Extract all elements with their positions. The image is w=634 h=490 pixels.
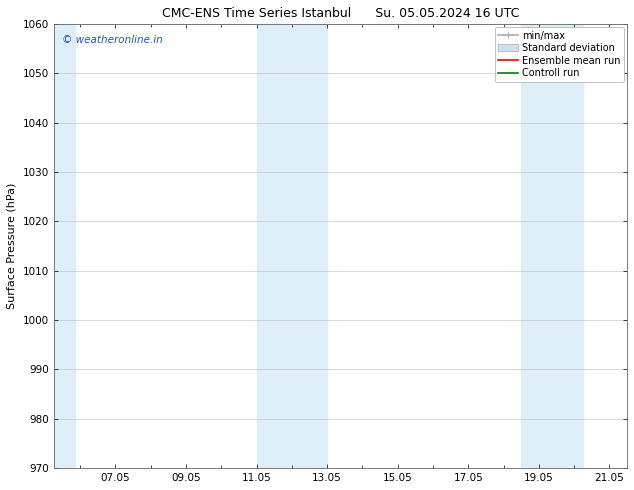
Text: © weatheronline.in: © weatheronline.in — [62, 35, 163, 45]
Bar — [54, 24, 75, 468]
Y-axis label: Surface Pressure (hPa): Surface Pressure (hPa) — [7, 183, 17, 309]
Bar — [521, 24, 583, 468]
Title: CMC-ENS Time Series Istanbul      Su. 05.05.2024 16 UTC: CMC-ENS Time Series Istanbul Su. 05.05.2… — [162, 7, 519, 20]
Bar — [257, 24, 327, 468]
Legend: min/max, Standard deviation, Ensemble mean run, Controll run: min/max, Standard deviation, Ensemble me… — [495, 27, 624, 82]
